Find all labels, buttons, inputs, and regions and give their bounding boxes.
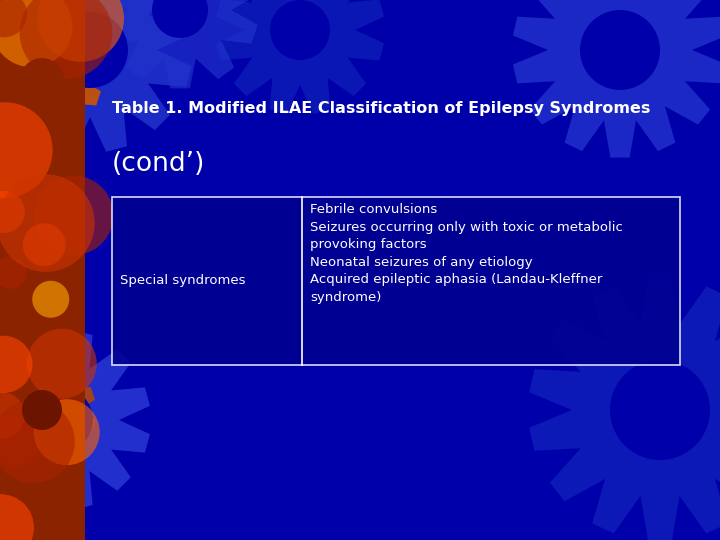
Circle shape: [0, 0, 73, 68]
Circle shape: [0, 392, 24, 439]
Polygon shape: [102, 0, 258, 89]
Polygon shape: [529, 279, 720, 540]
Text: Special syndromes: Special syndromes: [120, 274, 245, 287]
Polygon shape: [0, 330, 150, 510]
Polygon shape: [0, 21, 101, 139]
Polygon shape: [0, 0, 192, 152]
Circle shape: [610, 360, 710, 460]
Circle shape: [580, 10, 660, 90]
Circle shape: [34, 176, 114, 255]
Circle shape: [0, 400, 75, 483]
Circle shape: [152, 0, 208, 38]
Circle shape: [0, 191, 25, 233]
Circle shape: [0, 102, 53, 198]
Circle shape: [34, 399, 100, 465]
Circle shape: [0, 256, 27, 289]
Circle shape: [22, 390, 62, 430]
Text: Febrile convulsions
Seizures occurring only with toxic or metabolic
provoking fa: Febrile convulsions Seizures occurring o…: [310, 203, 624, 303]
Circle shape: [0, 415, 41, 467]
Circle shape: [23, 224, 66, 266]
Circle shape: [0, 174, 94, 272]
Circle shape: [52, 12, 128, 88]
Polygon shape: [216, 0, 384, 114]
Text: Table 1. Modified ILAE Classification of Epilepsy Syndromes: Table 1. Modified ILAE Classification of…: [112, 101, 650, 116]
Text: (cond’): (cond’): [112, 151, 205, 177]
Polygon shape: [513, 0, 720, 158]
Circle shape: [270, 0, 330, 60]
Circle shape: [19, 0, 112, 79]
Circle shape: [0, 494, 34, 540]
Circle shape: [27, 329, 96, 399]
Polygon shape: [0, 356, 95, 463]
Circle shape: [32, 281, 69, 318]
Circle shape: [20, 58, 64, 102]
Circle shape: [27, 387, 93, 453]
Circle shape: [0, 336, 32, 393]
Circle shape: [0, 0, 27, 37]
Bar: [0, 0, 85, 540]
Circle shape: [37, 0, 124, 62]
Bar: [112, 197, 680, 364]
